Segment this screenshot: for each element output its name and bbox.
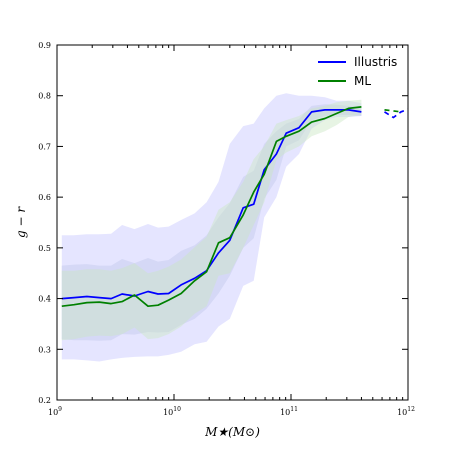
illustris-line — [61, 109, 362, 300]
axis-ticks: 109 1010 1011 1012 0.2 0.3 0.4 0.5 0.6 0.7 0.8 0.9 — [38, 41, 415, 417]
y-tick-label: 0.2 — [38, 396, 51, 405]
legend-label: Illustris — [354, 55, 397, 69]
x-tick-label: 1012 — [397, 406, 415, 417]
y-tick-label: 0.5 — [38, 244, 51, 253]
ml-dashed-line — [384, 109, 402, 113]
ml-line — [61, 106, 362, 308]
y-tick-label: 0.3 — [38, 345, 51, 354]
y-tick-label: 0.6 — [38, 193, 51, 202]
x-tick-label: 1011 — [280, 406, 298, 417]
y-tick-label: 0.9 — [38, 41, 51, 50]
plot-frame — [56, 44, 409, 401]
legend: Illustris ML — [318, 55, 397, 88]
y-axis-label: g − r — [14, 206, 28, 238]
legend-label: ML — [354, 74, 371, 88]
x-tick-label: 109 — [48, 406, 62, 417]
illustris-inner-band — [61, 104, 362, 341]
x-axis-label: M★(M⊙) — [204, 425, 260, 439]
y-tick-label: 0.7 — [38, 142, 51, 151]
uncertainty-bands — [61, 93, 362, 362]
ml-band — [61, 99, 362, 341]
y-tick-label: 0.4 — [38, 295, 51, 304]
series-lines — [61, 106, 409, 308]
y-tick-label: 0.8 — [38, 92, 51, 101]
x-tick-label: 1010 — [163, 406, 181, 417]
